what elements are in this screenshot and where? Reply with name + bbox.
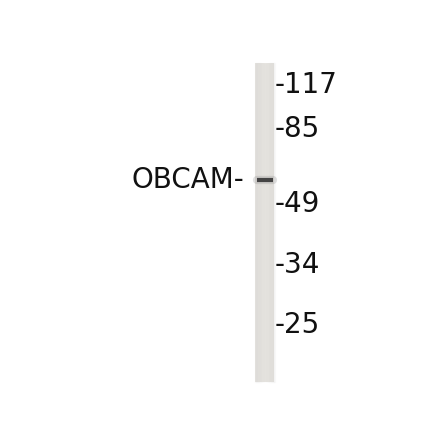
Bar xyxy=(263,63,264,382)
Bar xyxy=(257,63,258,382)
Bar xyxy=(258,63,259,382)
Bar xyxy=(274,63,275,382)
Bar xyxy=(255,63,256,382)
Bar xyxy=(266,63,267,382)
Text: -34: -34 xyxy=(275,251,320,279)
Bar xyxy=(267,63,268,382)
Text: -117: -117 xyxy=(275,71,338,99)
Bar xyxy=(269,63,270,382)
Bar xyxy=(255,63,274,382)
Bar xyxy=(270,63,271,382)
Bar xyxy=(260,63,261,382)
Bar xyxy=(265,63,266,382)
Bar xyxy=(262,63,263,382)
Bar xyxy=(264,63,265,382)
Bar xyxy=(271,63,272,382)
Bar xyxy=(261,63,262,382)
Text: -85: -85 xyxy=(275,116,320,143)
Text: OBCAM-: OBCAM- xyxy=(132,166,244,194)
Bar xyxy=(268,63,269,382)
Bar xyxy=(272,63,273,382)
Bar xyxy=(259,63,260,382)
Text: -49: -49 xyxy=(275,190,320,218)
Bar xyxy=(273,63,274,382)
Text: -25: -25 xyxy=(275,310,320,339)
